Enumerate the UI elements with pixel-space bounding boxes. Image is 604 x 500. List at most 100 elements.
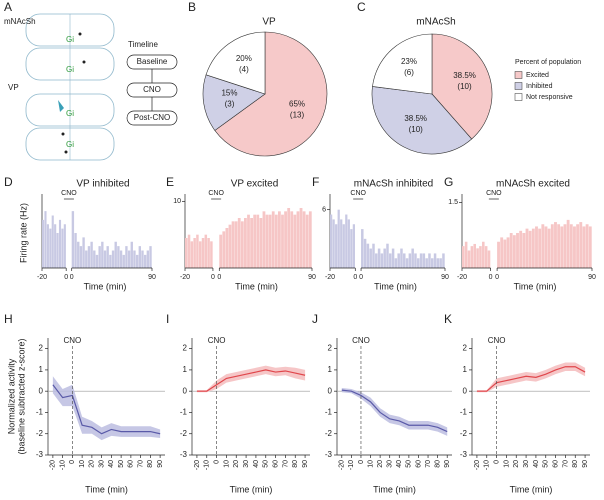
panel-label: B — [188, 0, 196, 14]
bar — [61, 228, 64, 268]
chart-title: VP inhibited — [76, 179, 129, 190]
y-tick-label: -3 — [460, 450, 468, 459]
x-tick-label: 40 — [396, 460, 403, 468]
bar — [547, 228, 551, 268]
x-axis-label: Time (min) — [84, 281, 127, 291]
pie-slice — [202, 74, 266, 131]
bar — [240, 221, 244, 268]
bar — [500, 237, 504, 268]
x-tick-label: 10 — [223, 460, 230, 468]
chart-title: mNAcSh — [416, 17, 455, 28]
bar — [90, 241, 93, 268]
bar — [482, 241, 485, 268]
bar — [119, 250, 123, 268]
bar — [231, 221, 235, 268]
x-axis-label: Time (min) — [373, 484, 416, 494]
bar — [442, 253, 445, 268]
bar — [531, 228, 535, 268]
y-tick-label: -2 — [325, 429, 333, 438]
bar — [411, 248, 414, 268]
slice-count: (10) — [409, 125, 424, 134]
x-tick-label: 10 — [367, 460, 374, 468]
bar — [422, 253, 426, 268]
y-tick-label: -3 — [325, 450, 333, 459]
bar — [372, 243, 375, 268]
slice-count: (10) — [457, 82, 472, 91]
bar — [196, 234, 199, 268]
virus-label: Gi — [66, 109, 74, 118]
bar — [234, 221, 238, 268]
bar — [467, 250, 471, 268]
x-tick-label: 60 — [272, 460, 279, 468]
x-tick-label: 90 — [441, 274, 449, 281]
chart-title: mNAcSh excited — [496, 179, 570, 190]
bar — [293, 214, 297, 268]
x-tick-label: 30 — [523, 460, 530, 468]
y-tick-label: 10 — [173, 198, 181, 205]
slice-label: 65% — [289, 99, 305, 108]
bar — [347, 219, 350, 268]
bar — [187, 234, 191, 268]
bar — [350, 229, 353, 268]
bar — [193, 238, 196, 268]
panel-label: C — [357, 0, 366, 14]
x-axis-label: Time (min) — [230, 484, 273, 494]
bar — [522, 233, 526, 268]
bar — [419, 253, 423, 268]
bar — [63, 224, 66, 268]
x-tick-label: 70 — [137, 460, 144, 468]
x-tick-label: -20 — [37, 274, 47, 281]
slice-count: (3) — [225, 100, 235, 109]
y-tick-label: 2 — [328, 344, 333, 353]
x-tick-label: 60 — [552, 460, 559, 468]
bar — [141, 250, 144, 268]
x-tick-label: 0 — [70, 274, 74, 281]
bar — [377, 248, 381, 268]
bar — [433, 253, 437, 268]
x-tick-label: 0 — [211, 274, 215, 281]
y-tick-label: 1 — [39, 365, 44, 374]
bar — [417, 258, 420, 268]
x-tick-label: 90 — [148, 274, 156, 281]
y-axis-label: (baseline subtracted z-score) — [16, 338, 26, 454]
bar — [93, 250, 96, 268]
y-tick-label: -3 — [36, 450, 44, 459]
pie-slice — [371, 86, 473, 155]
slice-label: 20% — [236, 54, 252, 63]
bar — [352, 224, 355, 268]
bar — [428, 253, 431, 268]
bar — [516, 233, 519, 268]
bar — [383, 248, 386, 268]
bar — [541, 224, 545, 268]
annotation: CNO — [61, 190, 77, 197]
y-tick-label: -1 — [325, 408, 333, 417]
x-tick-label: 90 — [582, 460, 589, 468]
chart-title: mNAcSh inhibited — [354, 179, 433, 190]
bar — [58, 219, 62, 268]
x-tick-label: 90 — [588, 274, 596, 281]
bar — [506, 237, 510, 268]
bar — [71, 211, 75, 268]
bar — [405, 258, 409, 268]
pie-slice — [205, 31, 266, 95]
timeline-title: Timeline — [128, 40, 158, 49]
y-tick-label: 2 — [183, 344, 188, 353]
slice-count: (6) — [404, 68, 414, 77]
bar — [528, 230, 532, 268]
bar — [408, 253, 412, 268]
x-tick-label: 0 — [358, 460, 365, 464]
bar — [244, 218, 247, 268]
bar — [525, 228, 529, 268]
x-tick-label: 30 — [387, 460, 394, 468]
x-tick-label: 90 — [308, 274, 316, 281]
x-tick-label: 0 — [489, 274, 493, 281]
bar — [497, 241, 500, 268]
x-tick-label: 0 — [69, 460, 76, 464]
x-tick-label: 70 — [425, 460, 432, 468]
bar — [308, 211, 312, 268]
x-tick-label: 60 — [128, 460, 135, 468]
virus-label: Gi — [66, 140, 74, 149]
x-tick-label: 0 — [213, 460, 220, 464]
timeline-step: Post-CNO — [134, 113, 170, 122]
bar — [222, 231, 226, 268]
